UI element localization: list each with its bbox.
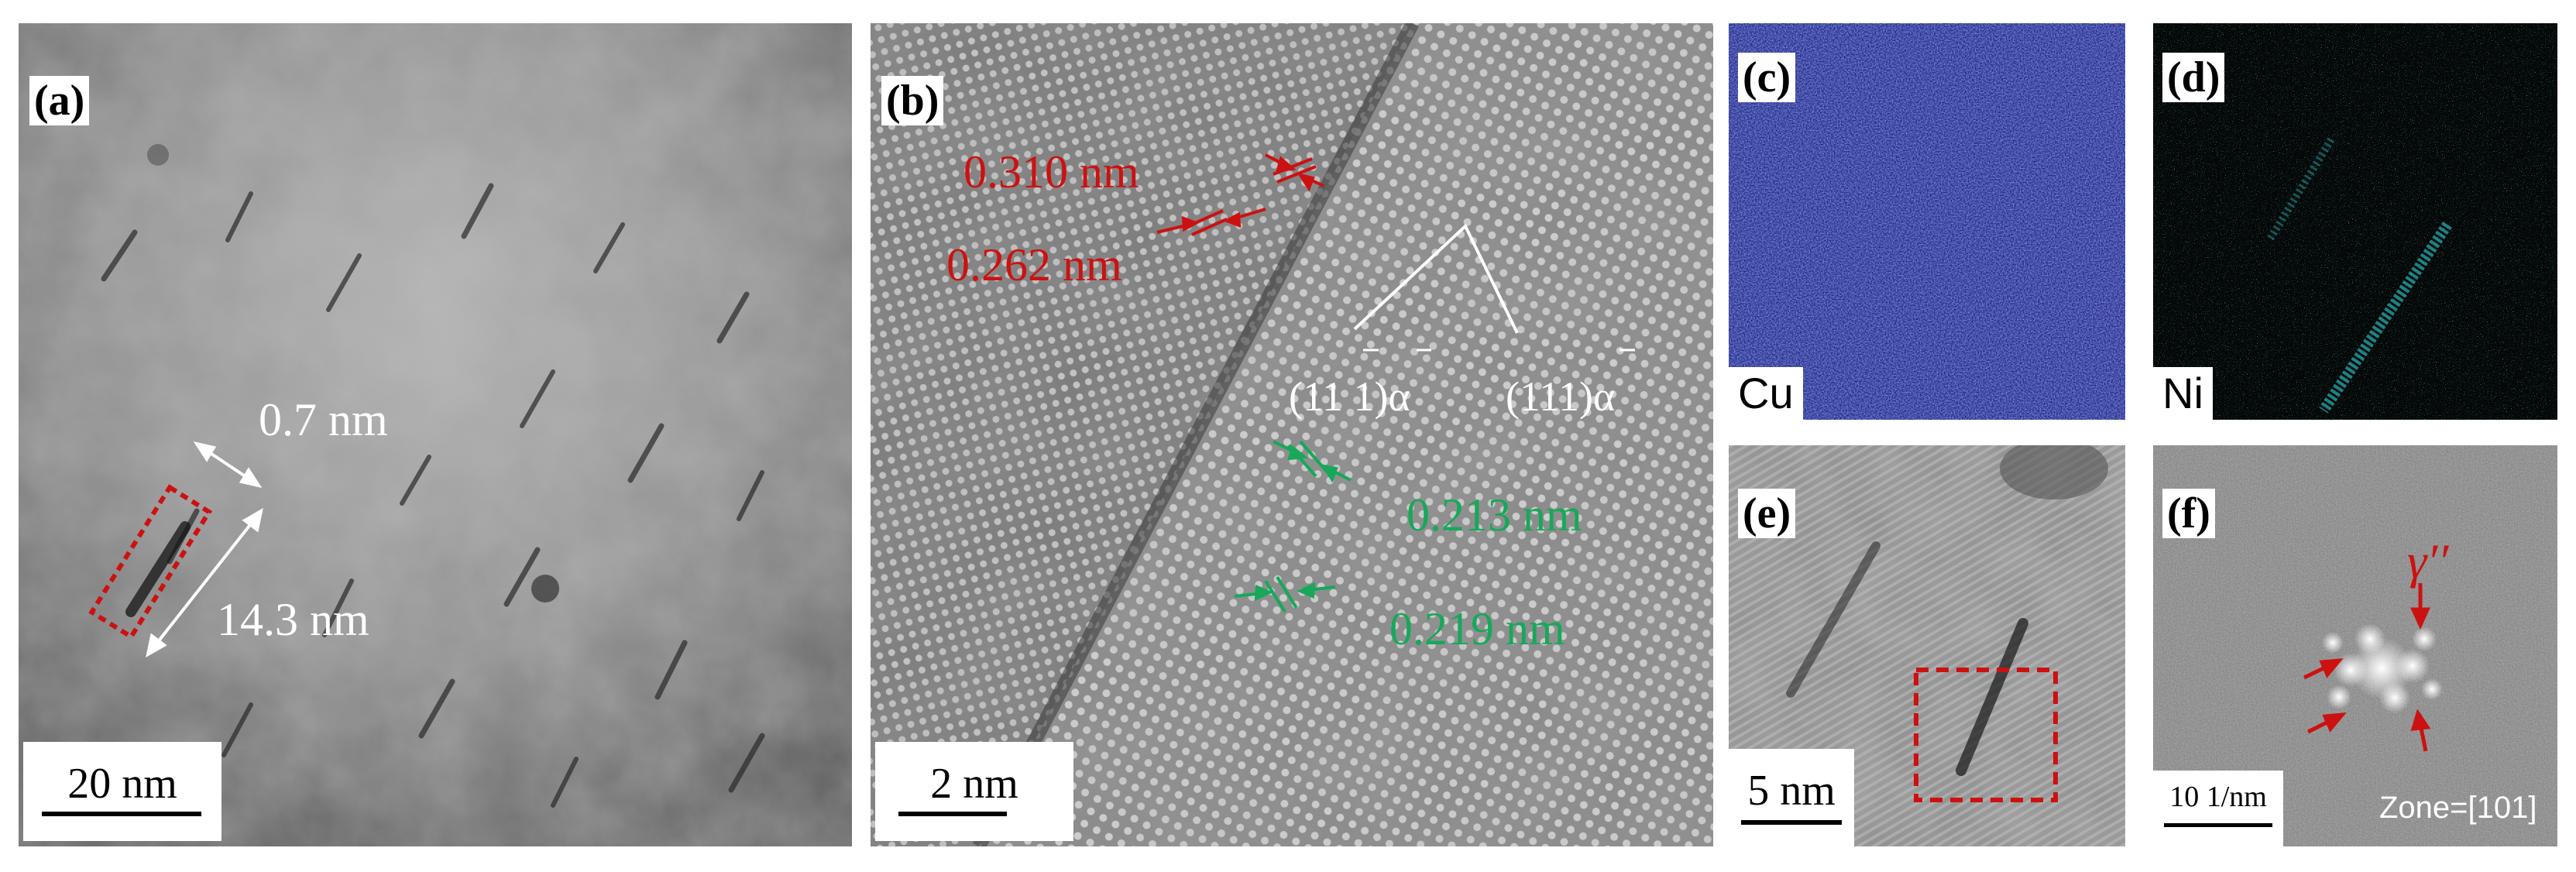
panel-c-label: (c) [1738, 53, 1796, 102]
cu-element-label: Cu [1729, 367, 1803, 420]
spacing-label-0310: 0.310 nm [963, 146, 1139, 197]
panel-a-scale-label: 20 nm [67, 760, 177, 808]
panel-c: (c) Cu [1729, 23, 2125, 420]
panel-e-scale-label: 5 nm [1747, 767, 1836, 815]
panel-e-scale-line [1741, 820, 1842, 825]
zoom-region-box [1914, 668, 2058, 802]
panel-b-label: (b) [881, 76, 944, 125]
panel-e-label: (e) [1738, 489, 1796, 538]
panel-b-hrtem-image [871, 23, 1713, 846]
precipitate-width-label: 0.7 nm [259, 394, 388, 445]
plane-label-1: (11 1)α [1289, 373, 1410, 420]
panel-f-label: (f) [2162, 489, 2215, 538]
plane-label-2: (111)α [1506, 373, 1616, 420]
panel-d-label: (d) [2162, 53, 2225, 102]
panel-e-scale-bar: 5 nm [1729, 749, 1854, 846]
panel-f-scale-line [2164, 823, 2272, 827]
precipitate-length-label: 14.3 nm [217, 594, 369, 645]
panel-d: (d) Ni [2153, 23, 2557, 420]
panel-a-label: (a) [29, 76, 90, 125]
panel-f-scale-label: 10 1/nm [2169, 781, 2267, 813]
panel-a: (a) 0.7 nm 14.3 nm 20 nm [19, 23, 852, 846]
precipitate-box [88, 484, 213, 640]
spacing-label-0213: 0.213 nm [1406, 489, 1582, 541]
gamma-phase-label: γ′′ [2407, 534, 2449, 589]
panel-f-scale-bar: 10 1/nm [2153, 771, 2283, 846]
panel-e: (e) 5 nm [1729, 445, 2125, 846]
panel-b-scale-line [898, 812, 1007, 816]
panel-a-tem-image [19, 23, 852, 846]
panel-f: (f) γ′′ 10 1/nm Zone=[101] [2153, 445, 2557, 846]
ni-element-label: Ni [2153, 367, 2213, 420]
spacing-label-0219: 0.219 nm [1389, 603, 1565, 654]
zone-axis-label: Zone=[101] [2379, 791, 2537, 825]
panel-b: (b) 0.310 nm 0.262 nm (11 1)α (111)α 0.2… [871, 23, 1713, 846]
panel-a-scale-bar: 20 nm [23, 742, 222, 841]
cu-eds-map [1729, 23, 2125, 420]
spacing-label-0262: 0.262 nm [946, 239, 1122, 290]
panel-b-scale-bar: 2 nm [875, 742, 1073, 841]
panel-a-scale-line [42, 812, 201, 816]
panel-b-scale-label: 2 nm [930, 760, 1018, 808]
